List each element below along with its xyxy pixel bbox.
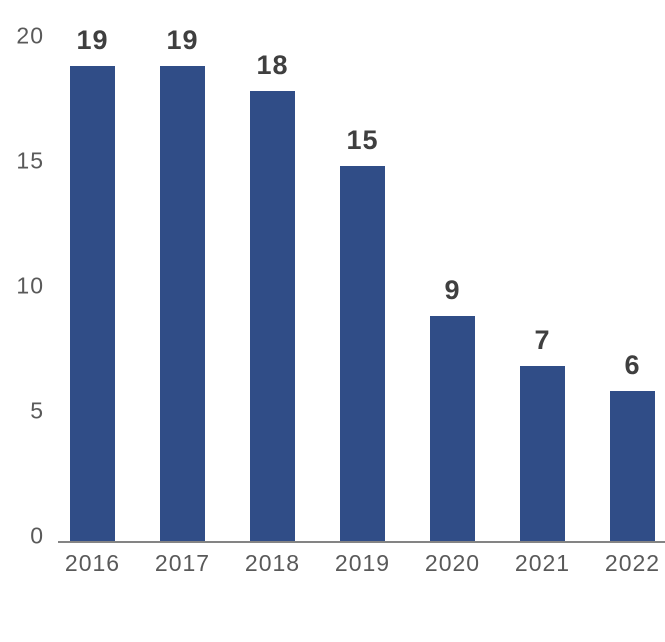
bar-2018 [250,91,295,541]
bar-value-label-2016: 19 [76,25,109,55]
bar-2017 [160,66,205,541]
y-tick-label-0: 0 [30,522,44,549]
bar-value-label-2022: 6 [624,350,641,380]
x-tick-label-2016: 2016 [64,550,121,576]
bar-2022 [610,391,655,541]
x-tick-label-2020: 2020 [424,550,481,576]
x-tick-label-2019: 2019 [334,550,391,576]
bar-2020 [430,316,475,541]
y-tick-label-10: 10 [16,272,44,299]
bar-value-label-2019: 15 [346,125,379,155]
bar-2021 [520,366,565,541]
x-tick-label-2021: 2021 [514,550,571,576]
bar-2019 [340,166,385,541]
y-tick-label-5: 5 [30,397,44,424]
bar-value-label-2017: 19 [166,25,199,55]
bar-value-label-2018: 18 [256,50,289,80]
bar-value-label-2021: 7 [534,325,551,355]
y-tick-label-20: 20 [16,22,44,49]
x-axis-line [58,541,665,543]
bar-2016 [70,66,115,541]
x-tick-label-2017: 2017 [154,550,211,576]
bar-value-label-2020: 9 [444,275,461,305]
x-tick-label-2022: 2022 [604,550,661,576]
y-tick-label-15: 15 [16,147,44,174]
x-tick-label-2018: 2018 [244,550,301,576]
